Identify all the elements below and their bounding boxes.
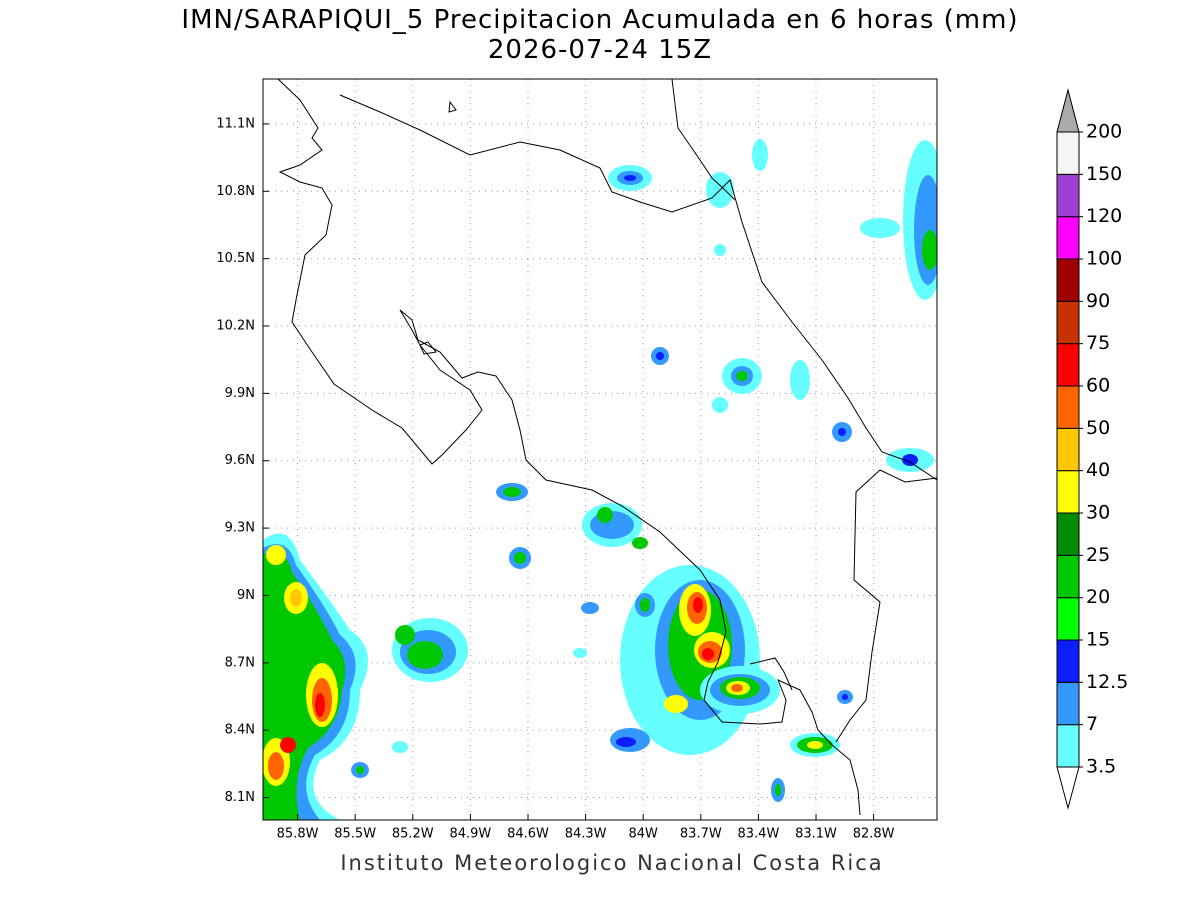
lon-tick-label: 83.4W (738, 827, 780, 842)
lon-tick-label: 84.9W (449, 827, 491, 842)
colorbar-label: 50 (1086, 417, 1110, 439)
lat-tick-label: 8.7N (225, 655, 255, 670)
colorbar-segment (1056, 639, 1080, 683)
lat-tick-label: 11.1N (216, 116, 255, 131)
rain-blob (392, 139, 937, 753)
rain-blob (392, 618, 468, 682)
colorbar-segment (1056, 343, 1080, 387)
colorbar-segment (1056, 385, 1080, 429)
lat-tick-label: 9.6N (225, 453, 255, 468)
map-frame (262, 78, 938, 821)
rain-blob (790, 733, 840, 757)
colorbar-segment (1056, 427, 1080, 472)
lat-tick-label: 9.3N (225, 521, 255, 536)
rain-blob (351, 483, 853, 802)
precipitation-field (263, 139, 937, 820)
colorbar-segment (1056, 512, 1080, 556)
lat-tick-label: 10.5N (216, 251, 255, 266)
colorbar-segment (1056, 173, 1080, 218)
lon-tick-label: 83.7W (680, 827, 722, 842)
colorbar-segment (1056, 470, 1080, 514)
rain-blob (700, 666, 780, 714)
colorbar-segment (1056, 300, 1080, 345)
grid (263, 79, 937, 820)
colorbar-label: 75 (1086, 332, 1110, 354)
colorbar-label: 120 (1086, 205, 1122, 227)
lon-tick-label: 84W (629, 827, 659, 842)
colorbar-label: 3.5 (1086, 756, 1116, 778)
lat-tick-label: 9.9N (225, 386, 255, 401)
colorbar-segment (1056, 216, 1080, 260)
lon-tick-label: 84.6W (507, 827, 549, 842)
lat-tick-label: 8.4N (225, 723, 255, 738)
rain-blob (610, 565, 760, 755)
map-title: IMN/SARAPIQUI_5 Precipitacion Acumulada … (181, 5, 1018, 35)
colorbar-label: 200 (1086, 121, 1122, 143)
map-subtitle: 2026-07-24 15Z (488, 35, 712, 65)
rain-blob (263, 533, 368, 820)
lon-tick-label: 85.5W (334, 827, 376, 842)
colorbar-label: 150 (1086, 163, 1122, 185)
colorbar-under-arrow (1056, 766, 1080, 810)
colorbar-segment (1056, 597, 1080, 641)
colorbar-over-arrow (1056, 88, 1080, 133)
lat-tick-label: 8.1N (225, 790, 255, 805)
coastlines (277, 79, 937, 816)
lon-tick-label: 83.1W (795, 827, 837, 842)
colorbar-segment (1056, 554, 1080, 599)
colorbar-label: 100 (1086, 248, 1122, 270)
lon-tick-label: 84.3W (565, 827, 607, 842)
lon-tick-label: 85.8W (277, 827, 319, 842)
lat-tick-label: 9N (237, 588, 255, 603)
colorbar-label: 7 (1086, 713, 1098, 735)
colorbar-label: 60 (1086, 375, 1110, 397)
colorbar-label: 90 (1086, 290, 1110, 312)
credit: Instituto Meteorologico Nacional Costa R… (340, 851, 883, 875)
colorbar-label: 12.5 (1086, 671, 1128, 693)
lon-tick-label: 82.8W (853, 827, 895, 842)
colorbar-segment (1056, 681, 1080, 726)
colorbar-label: 20 (1086, 586, 1110, 608)
colorbar-label: 25 (1086, 544, 1110, 566)
colorbar-segment (1056, 131, 1080, 175)
colorbar-label: 30 (1086, 502, 1110, 524)
lat-tick-label: 10.2N (216, 319, 255, 334)
colorbar-label: 15 (1086, 629, 1110, 651)
colorbar-segment (1056, 258, 1080, 302)
colorbar: 3.5 7 12.5 15 20 25 30 40 50 60 75 90 100 120 150 200 (1056, 88, 1128, 810)
lat-tick-label: 10.8N (216, 184, 255, 199)
colorbar-segment (1056, 724, 1080, 768)
lon-tick-label: 85.2W (392, 827, 434, 842)
colorbar-label: 40 (1086, 459, 1110, 481)
rain-blob (582, 503, 648, 549)
